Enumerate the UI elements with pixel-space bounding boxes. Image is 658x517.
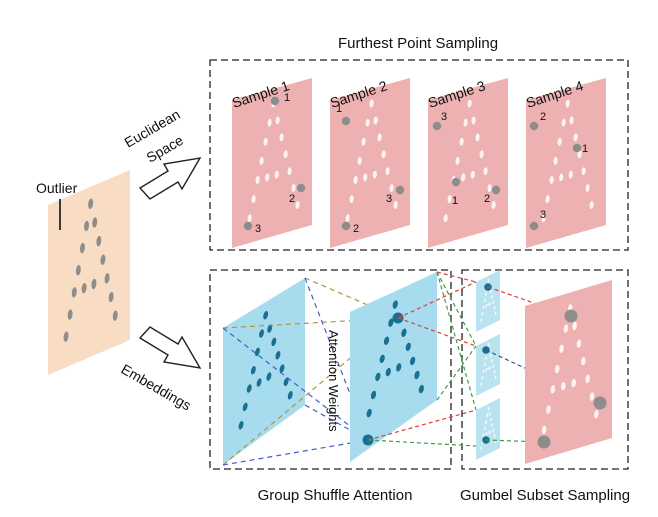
sample-1-point-3 xyxy=(243,221,253,231)
gumbel-selected-point-1 xyxy=(564,309,578,323)
outlier-label: Outlier xyxy=(36,180,78,196)
sample-1-marker-2: 2 xyxy=(289,193,295,205)
sample-2-marker-1: 1 xyxy=(336,103,342,115)
sample-4-marker-2: 2 xyxy=(540,111,546,123)
gumbel-selected-point-3 xyxy=(537,435,551,449)
sample-2-marker-2: 2 xyxy=(353,223,359,235)
sample-3-marker-1: 1 xyxy=(452,195,458,207)
sample-1-point-1 xyxy=(270,96,280,106)
sample-3-point-2 xyxy=(491,185,501,195)
input-point-cloud-plane xyxy=(48,170,130,375)
sample-3-plane: 3 1 2 xyxy=(428,78,508,248)
sample-3-point-3 xyxy=(432,121,442,131)
sample-2-point-2 xyxy=(395,185,405,195)
embeddings-label: Embeddings xyxy=(119,361,194,414)
sample-4-plane: 2 1 3 xyxy=(526,78,606,248)
sample-3-point-1 xyxy=(451,177,461,187)
gss-dashed-box xyxy=(461,269,629,470)
gumbel-sampled-plane xyxy=(525,280,612,464)
gumbel-small-plane-3 xyxy=(476,398,500,460)
sample-2-plane: 1 3 2 xyxy=(330,78,410,248)
sample-4-point-2 xyxy=(529,121,539,131)
title-furthest-point-sampling: Furthest Point Sampling xyxy=(338,35,498,52)
embedding-plane-input xyxy=(223,278,305,465)
attention-weights-label: Attention Weights xyxy=(326,330,341,432)
sample-4-point-3 xyxy=(529,221,539,231)
sample-1-plane: 1 2 3 xyxy=(232,78,312,248)
fps-dashed-box xyxy=(209,59,629,251)
sample-3-marker-2: 2 xyxy=(484,193,490,205)
sample-4-point-1 xyxy=(572,143,582,153)
title-group-shuffle-attention: Group Shuffle Attention xyxy=(258,487,413,504)
sample-1-point-2 xyxy=(296,183,306,193)
sample-2-point-1 xyxy=(341,116,351,126)
gumbel-selected-point-2 xyxy=(593,396,607,410)
sample-4-marker-1: 1 xyxy=(582,143,588,155)
sample-2-marker-3: 3 xyxy=(386,193,392,205)
sample-2-point-3 xyxy=(341,221,351,231)
sample-4-marker-3: 3 xyxy=(540,209,546,221)
sample-3-marker-3: 3 xyxy=(441,111,447,123)
gumbel-small-plane-1 xyxy=(476,270,500,332)
title-gumbel-subset-sampling: Gumbel Subset Sampling xyxy=(460,487,630,504)
sample-1-marker-1: 1 xyxy=(284,92,290,104)
sample-1-marker-3: 3 xyxy=(255,223,261,235)
embedding-plane-attended xyxy=(350,272,437,462)
euclidean-arrow xyxy=(138,157,202,200)
gumbel-selection-lines xyxy=(367,271,477,447)
embeddings-arrow xyxy=(138,326,202,369)
gumbel-small-plane-2 xyxy=(476,334,500,396)
